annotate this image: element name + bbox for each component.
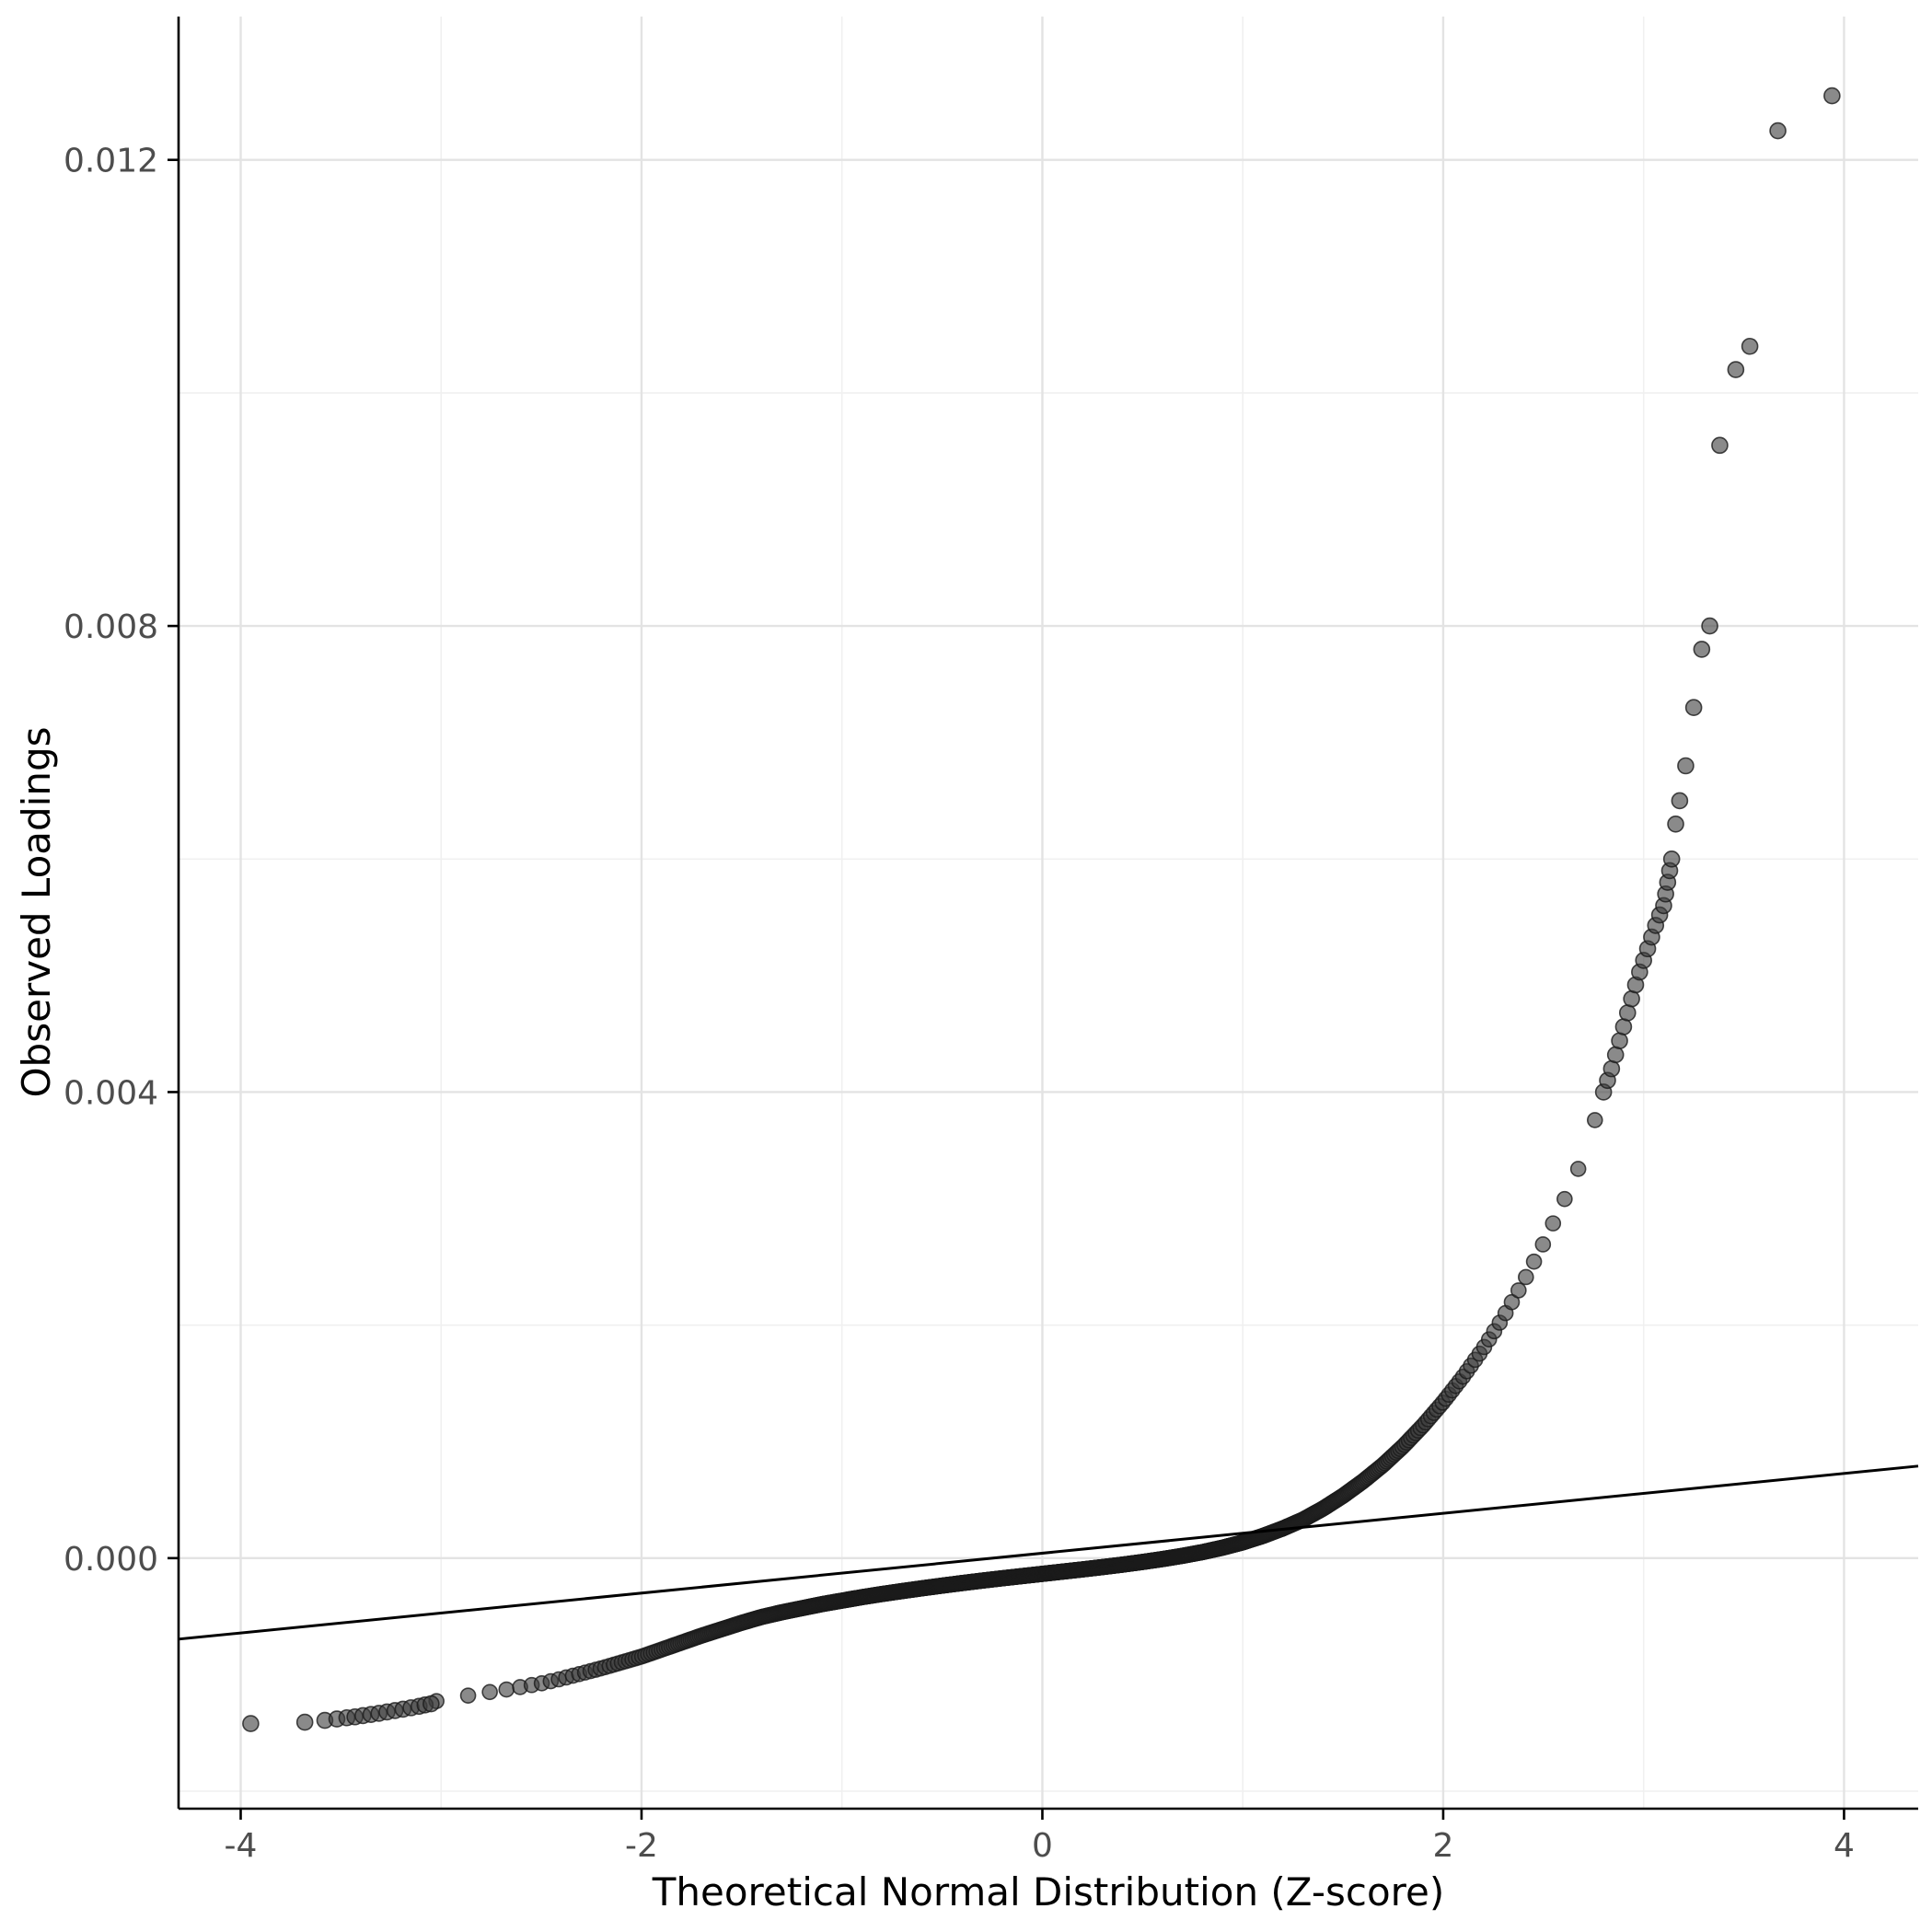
data-point [1544,1215,1562,1232]
panel-background [179,17,1918,1809]
data-point-lower-tail [295,1713,314,1731]
data-point [1534,1236,1552,1253]
data-point-upper-tail [1618,1004,1637,1022]
data-point-upper-tail [1711,436,1729,455]
data-point [481,1683,498,1701]
data-point [1510,1282,1527,1299]
data-point-lower-tail [242,1715,260,1732]
data-point-upper-tail [1667,815,1684,833]
x-tick-label: 4 [1834,1827,1855,1865]
data-point-upper-tail [1701,617,1718,635]
data-point-upper-tail [1677,757,1695,775]
y-tick-label: 0.004 [64,1074,158,1112]
x-tick-label: 2 [1432,1827,1453,1865]
data-point [1569,1161,1587,1177]
data-point [498,1681,515,1698]
y-axis-title: Observed Loadings [14,727,59,1098]
data-point-upper-tail [1606,1046,1625,1064]
data-point-upper-tail [1623,989,1640,1008]
data-point-upper-tail [1693,641,1711,658]
data-point-upper-tail [1741,337,1759,355]
data-point [459,1687,477,1704]
data-point-upper-tail [1602,1059,1621,1078]
x-tick-label: -4 [225,1827,258,1865]
data-point-lower-tail [422,1695,440,1713]
data-point-upper-tail [1614,1018,1633,1035]
data-point [1518,1268,1534,1286]
data-point-upper-tail [1823,87,1841,105]
data-point-upper-tail [1727,361,1745,378]
data-point-upper-tail [1769,121,1787,140]
data-point-upper-tail [1684,699,1703,716]
y-tick-label: 0.008 [64,608,158,646]
plot-panel: -4 -2 0 2 4 0.000 0.004 0.008 0.012 [64,17,1919,1865]
data-point-upper-tail [1611,1032,1628,1050]
data-point [1586,1112,1603,1128]
y-tick-label: 0.012 [64,143,158,180]
data-point-upper-tail [1662,850,1681,868]
y-tick-label: 0.000 [64,1541,158,1579]
data-point-upper-tail [1671,792,1689,810]
x-tick-label: -2 [625,1827,658,1865]
data-point [1556,1190,1573,1208]
reference-line [178,1464,1919,1641]
data-point [1525,1253,1543,1270]
x-axis-title: Theoretical Normal Distribution (Z-score… [652,1869,1445,1915]
x-tick-label: 0 [1032,1827,1053,1865]
